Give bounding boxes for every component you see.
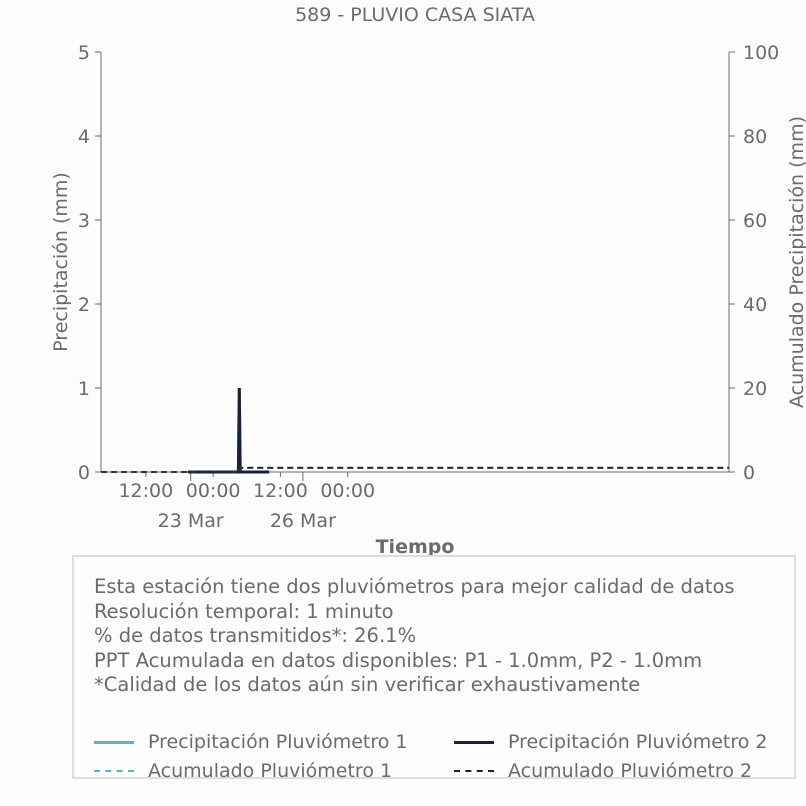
x-tick-label: 00:00 bbox=[186, 480, 241, 502]
info-line: % de datos transmitidos*: 26.1% bbox=[94, 624, 417, 647]
series-line-2 bbox=[187, 387, 270, 474]
y-axis-left-label: Precipitación (mm) bbox=[50, 172, 72, 352]
legend-label: Acumulado Pluviómetro 1 bbox=[148, 760, 393, 782]
y-tick-label-right: 80 bbox=[743, 126, 767, 148]
chart-title: 589 - PLUVIO CASA SIATA bbox=[295, 4, 535, 26]
legend-label: Precipitación Pluviómetro 2 bbox=[508, 731, 768, 753]
legend-item-precip-p1: Precipitación Pluviómetro 1 bbox=[94, 731, 408, 753]
x-tick-label-date: 26 Mar bbox=[270, 510, 336, 532]
info-text: Esta estación tiene dos pluviómetros par… bbox=[94, 575, 735, 698]
x-tick-label: 12:00 bbox=[253, 480, 308, 502]
y-tick-label-right: 20 bbox=[743, 378, 767, 400]
info-line: Esta estación tiene dos pluviómetros par… bbox=[94, 575, 735, 598]
legend: Precipitación Pluviómetro 1 Precipitació… bbox=[94, 731, 794, 791]
series-lines bbox=[101, 387, 729, 474]
series-line-1 bbox=[187, 387, 270, 474]
y-tick-label-left: 1 bbox=[78, 378, 90, 400]
y-tick-label-right: 0 bbox=[743, 462, 755, 484]
axes bbox=[95, 51, 735, 481]
legend-swatch bbox=[94, 770, 134, 772]
x-tick-label: 12:00 bbox=[118, 480, 173, 502]
legend-item-acum-p2: Acumulado Pluviómetro 2 bbox=[454, 760, 752, 782]
info-box: Esta estación tiene dos pluviómetros par… bbox=[72, 555, 796, 782]
y-tick-label-left: 0 bbox=[78, 462, 90, 484]
y-tick-label-left: 3 bbox=[78, 210, 90, 232]
info-line: Resolución temporal: 1 minuto bbox=[94, 599, 394, 623]
y-tick-label-right: 40 bbox=[743, 294, 767, 316]
x-axis-label: Tiempo bbox=[376, 536, 455, 558]
x-tick-label-date: 23 Mar bbox=[158, 510, 224, 532]
tick-labels: 0 1 2 3 4 5 0 20 40 60 80 100 12:00 00:00 12:00 00:00 23… bbox=[78, 42, 779, 532]
y-axis-right-label: Acumulado Precipitación (mm) bbox=[786, 116, 806, 408]
legend-item-acum-p1: Acumulado Pluviómetro 1 bbox=[94, 760, 392, 782]
x-tick-label: 00:00 bbox=[320, 480, 375, 502]
y-tick-label-left: 2 bbox=[78, 294, 90, 316]
y-tick-label-left: 4 bbox=[78, 126, 90, 148]
y-tick-label-right: 60 bbox=[743, 210, 767, 232]
legend-item-precip-p2: Precipitación Pluviómetro 2 bbox=[454, 731, 768, 753]
legend-swatch bbox=[454, 770, 494, 772]
y-tick-label-right: 100 bbox=[743, 42, 779, 64]
legend-swatch bbox=[94, 740, 134, 744]
y-tick-label-left: 5 bbox=[78, 42, 90, 64]
info-line: PPT Acumulada en datos disponibles: P1 -… bbox=[94, 648, 703, 672]
legend-label: Precipitación Pluviómetro 1 bbox=[148, 731, 408, 753]
chart-canvas: 589 - PLUVIO CASA SIATA 0 1 2 3 4 5 0 20 40 60 80 1… bbox=[50, 4, 806, 558]
legend-swatch bbox=[454, 740, 494, 744]
series-line-4 bbox=[101, 466, 729, 473]
info-line: *Calidad de los datos aún sin verificar … bbox=[94, 673, 641, 696]
legend-label: Acumulado Pluviómetro 2 bbox=[508, 760, 753, 782]
